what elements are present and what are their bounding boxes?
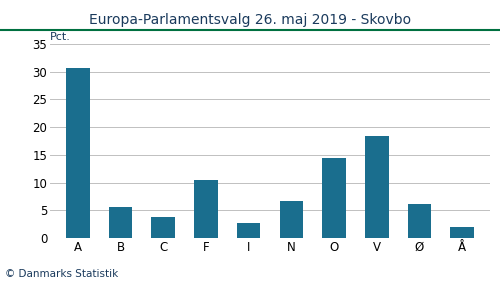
Bar — [237, 223, 260, 238]
Bar — [408, 204, 432, 238]
Bar — [66, 68, 90, 238]
Bar — [322, 158, 346, 238]
Text: Pct.: Pct. — [50, 32, 71, 42]
Text: Europa-Parlamentsvalg 26. maj 2019 - Skovbo: Europa-Parlamentsvalg 26. maj 2019 - Sko… — [89, 13, 411, 27]
Bar — [152, 217, 175, 238]
Text: © Danmarks Statistik: © Danmarks Statistik — [5, 269, 118, 279]
Bar — [450, 227, 474, 238]
Bar — [194, 180, 218, 238]
Bar — [365, 136, 388, 238]
Bar — [280, 201, 303, 238]
Bar — [108, 207, 132, 238]
